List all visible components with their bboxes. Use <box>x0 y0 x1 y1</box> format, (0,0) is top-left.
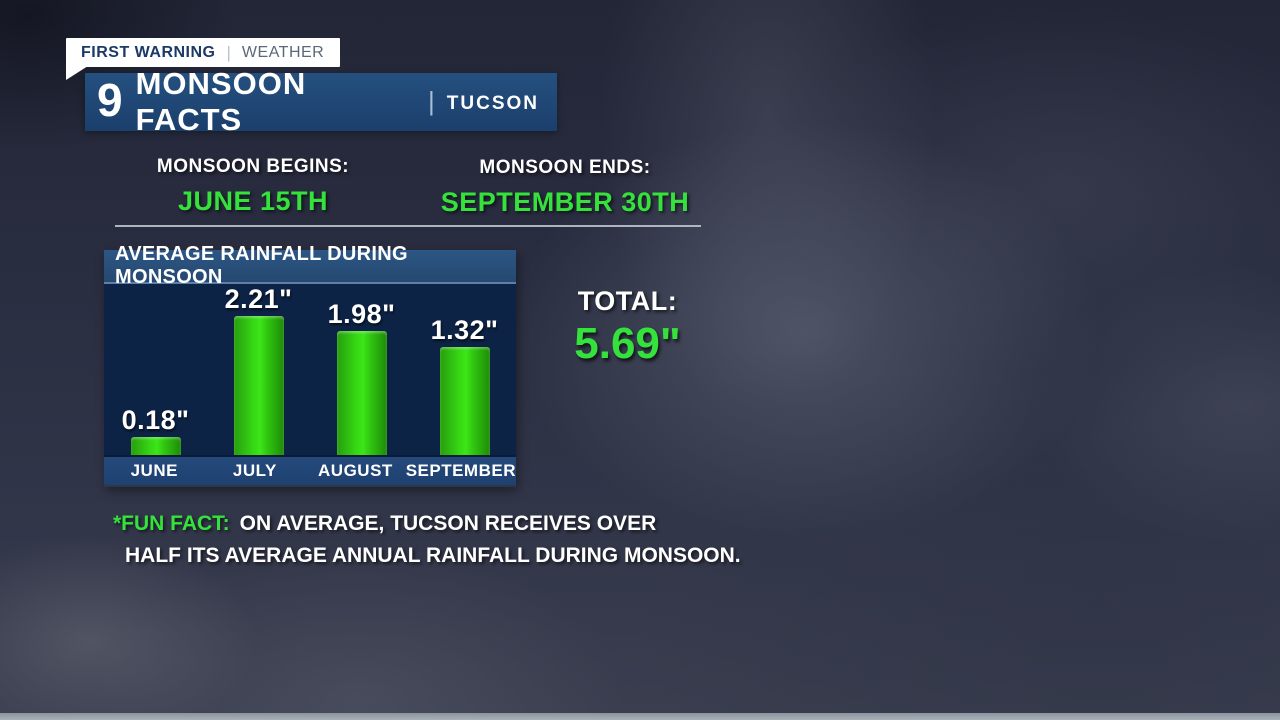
fun-fact-block: *FUN FACT: ON AVERAGE, TUCSON RECEIVES OV… <box>113 508 793 572</box>
fun-fact-label: *FUN FACT: <box>113 512 230 535</box>
station-bug: FIRST WARNING | WEATHER <box>66 38 341 67</box>
axis-label-june: JUNE <box>130 461 178 480</box>
bar-value-august: 1.98" <box>327 299 396 329</box>
header-bar: 9 MONSOON FACTS | TUCSON <box>85 66 557 137</box>
bug-first-warning-label: FIRST WARNING <box>81 43 216 61</box>
chart-title-strip: AVERAGE RAINFALL DURING MONSOON <box>104 243 516 288</box>
bar-value-september: 1.32" <box>430 315 499 345</box>
fun-fact-text-1: ON AVERAGE, TUCSON RECEIVES OVER <box>239 512 657 535</box>
bar-august <box>336 331 387 455</box>
chart-title: AVERAGE RAINFALL DURING MONSOON <box>115 243 408 288</box>
chart-plot-area: 0.18" 2.21" 1.98" 1.32" <box>104 284 516 455</box>
monsoon-begins-label: MONSOON BEGINS: <box>156 156 350 177</box>
monsoon-ends-value: SEPTEMBER 30TH <box>440 187 690 217</box>
axis-label-july: JULY <box>232 461 277 480</box>
bar-value-june: 0.18" <box>121 405 190 435</box>
bar-value-july: 2.21" <box>224 284 293 314</box>
bar-july <box>233 316 284 455</box>
bar-column-august: 1.98" <box>310 284 413 455</box>
bar-column-june: 0.18" <box>104 284 207 455</box>
bar-september <box>439 347 490 455</box>
monsoon-begins-value: JUNE 15TH <box>177 186 329 216</box>
total-label: TOTAL: <box>577 286 678 316</box>
axis-label-september: SEPTEMBER <box>405 461 516 480</box>
bug-divider: | <box>226 42 231 62</box>
header-divider: | <box>428 85 435 116</box>
chart-axis-strip: JUNE JULY AUGUST SEPTEMBER <box>104 455 516 485</box>
monsoon-begins-block: MONSOON BEGINS: JUNE 15TH <box>123 156 383 217</box>
header-location: TUCSON <box>446 93 539 114</box>
total-value: 5.69" <box>574 319 681 368</box>
total-block: TOTAL: 5.69" <box>540 286 715 369</box>
page-title: MONSOON FACTS <box>135 66 307 137</box>
bug-weather-label: WEATHER <box>241 43 325 61</box>
channel-9-logo: 9 <box>97 74 123 126</box>
bar-june <box>130 437 181 455</box>
axis-label-august: AUGUST <box>318 461 393 480</box>
monsoon-ends-label: MONSOON ENDS: <box>479 157 651 178</box>
bar-column-september: 1.32" <box>413 284 516 455</box>
fun-fact-line2: HALF ITS AVERAGE ANNUAL RAINFALL DURING … <box>125 544 741 567</box>
horizontal-divider <box>115 225 701 227</box>
bar-column-july: 2.21" <box>207 284 310 455</box>
fun-fact-line1: *FUN FACT: ON AVERAGE, TUCSON RECEIVES OV… <box>113 508 793 540</box>
rainfall-chart-panel: AVERAGE RAINFALL DURING MONSOON 0.18" 2.… <box>104 243 516 487</box>
bottom-edge-strip <box>0 713 1280 720</box>
monsoon-ends-block: MONSOON ENDS: SEPTEMBER 30TH <box>435 157 695 218</box>
